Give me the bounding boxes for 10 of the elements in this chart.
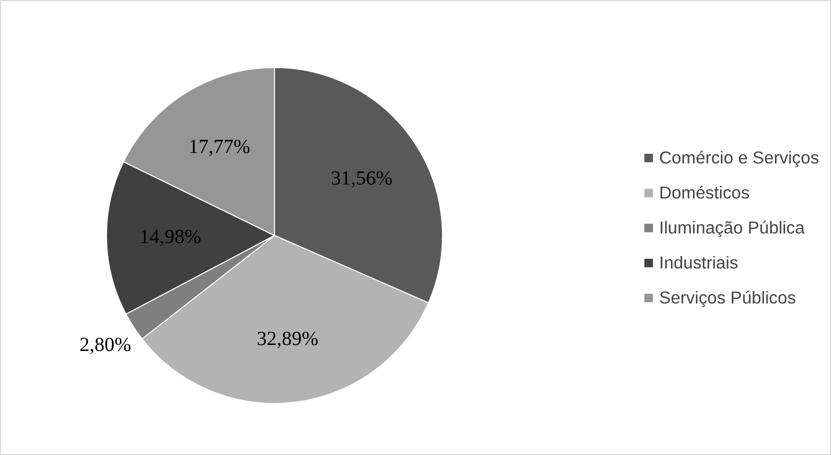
legend-label: Comércio e Serviços — [659, 147, 819, 168]
data-label: 2,80% — [79, 334, 132, 356]
legend-label: Domésticos — [659, 182, 750, 203]
legend-label: Serviços Públicos — [659, 287, 796, 308]
data-label: 32,89% — [256, 328, 318, 350]
data-label: 17,77% — [188, 136, 250, 158]
data-label: 31,56% — [330, 167, 393, 190]
legend-label: Iluminação Pública — [659, 217, 805, 238]
legend-label: Industriais — [659, 252, 738, 273]
data-label: 14,98% — [140, 226, 202, 248]
